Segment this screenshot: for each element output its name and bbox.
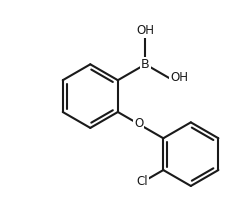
Text: Cl: Cl <box>137 175 148 188</box>
Text: OH: OH <box>136 24 154 37</box>
Text: OH: OH <box>170 71 188 84</box>
Text: O: O <box>134 117 143 130</box>
Text: B: B <box>141 58 150 71</box>
